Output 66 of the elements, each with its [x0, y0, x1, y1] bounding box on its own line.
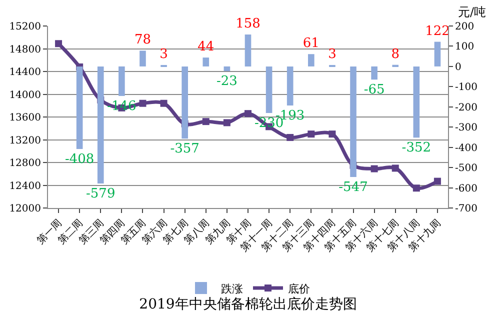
data-label: -23 [216, 74, 238, 90]
data-label: 61 [302, 36, 320, 52]
legend-label: 跌涨 [221, 282, 243, 296]
y-tick-label: 14800 [9, 44, 41, 56]
y-tick-label: 12000 [9, 204, 41, 214]
data-label: 122 [425, 24, 450, 39]
point [412, 184, 420, 192]
data-label: -65 [364, 82, 385, 98]
bar [202, 58, 210, 66]
bar [286, 66, 294, 106]
bar [182, 66, 188, 139]
bar [76, 66, 83, 149]
bar [371, 66, 378, 80]
point [328, 130, 336, 138]
data-label: -547 [338, 180, 368, 196]
bar [224, 66, 230, 72]
data-label: 8 [391, 46, 400, 62]
point [392, 164, 399, 172]
bar [244, 34, 252, 66]
data-label: -357 [170, 142, 200, 157]
y-tick-label: 12800 [9, 158, 41, 169]
data-label: -408 [64, 152, 94, 167]
data-label: 3 [328, 47, 336, 62]
point [160, 100, 168, 107]
y2-tick-label: 0 [455, 62, 462, 73]
y-tick-label: 13200 [9, 135, 41, 146]
y-tick-label: 13600 [9, 112, 41, 124]
y2-tick-label: -100 [455, 82, 478, 94]
point [55, 40, 62, 48]
y2-tick-label: -600 [455, 183, 478, 194]
bar [97, 66, 104, 184]
bar [434, 42, 441, 66]
y-tick-label: 12400 [9, 180, 41, 192]
point [202, 118, 210, 126]
data-label: 44 [198, 40, 214, 55]
data-label: 3 [160, 47, 168, 62]
point [244, 110, 252, 118]
point [286, 134, 294, 141]
y2-tick-label: -400 [455, 142, 478, 154]
y2-tick-label: 200 [455, 22, 474, 32]
bar [413, 66, 420, 138]
data-label: 78 [134, 32, 152, 48]
bar [308, 54, 314, 66]
bar [350, 66, 356, 178]
data-label: 158 [236, 16, 260, 32]
data-label: -352 [402, 140, 432, 156]
y-tick-label: 14000 [9, 90, 41, 101]
y2-tick-label: 100 [455, 42, 474, 53]
data-label: -579 [86, 186, 116, 202]
point [223, 119, 230, 126]
y-tick-label: 14400 [9, 67, 41, 78]
bar [266, 66, 272, 113]
text: 2019年中央储备棉轮出底价走势图 [139, 296, 357, 313]
point [308, 130, 315, 138]
bar [140, 50, 146, 66]
point [434, 178, 441, 185]
point [139, 100, 146, 107]
y2-tick-label: -700 [455, 204, 478, 214]
y2-tick-label: -500 [455, 163, 478, 174]
y2-tick-label: -300 [455, 122, 478, 134]
point [370, 165, 378, 172]
legend-label: 底价 [288, 282, 310, 296]
bar [118, 66, 125, 96]
y-tick-label: 15200 [9, 22, 41, 32]
y2-axis-title: 元/吨 [458, 5, 486, 19]
y2-tick-label: -200 [455, 102, 478, 114]
